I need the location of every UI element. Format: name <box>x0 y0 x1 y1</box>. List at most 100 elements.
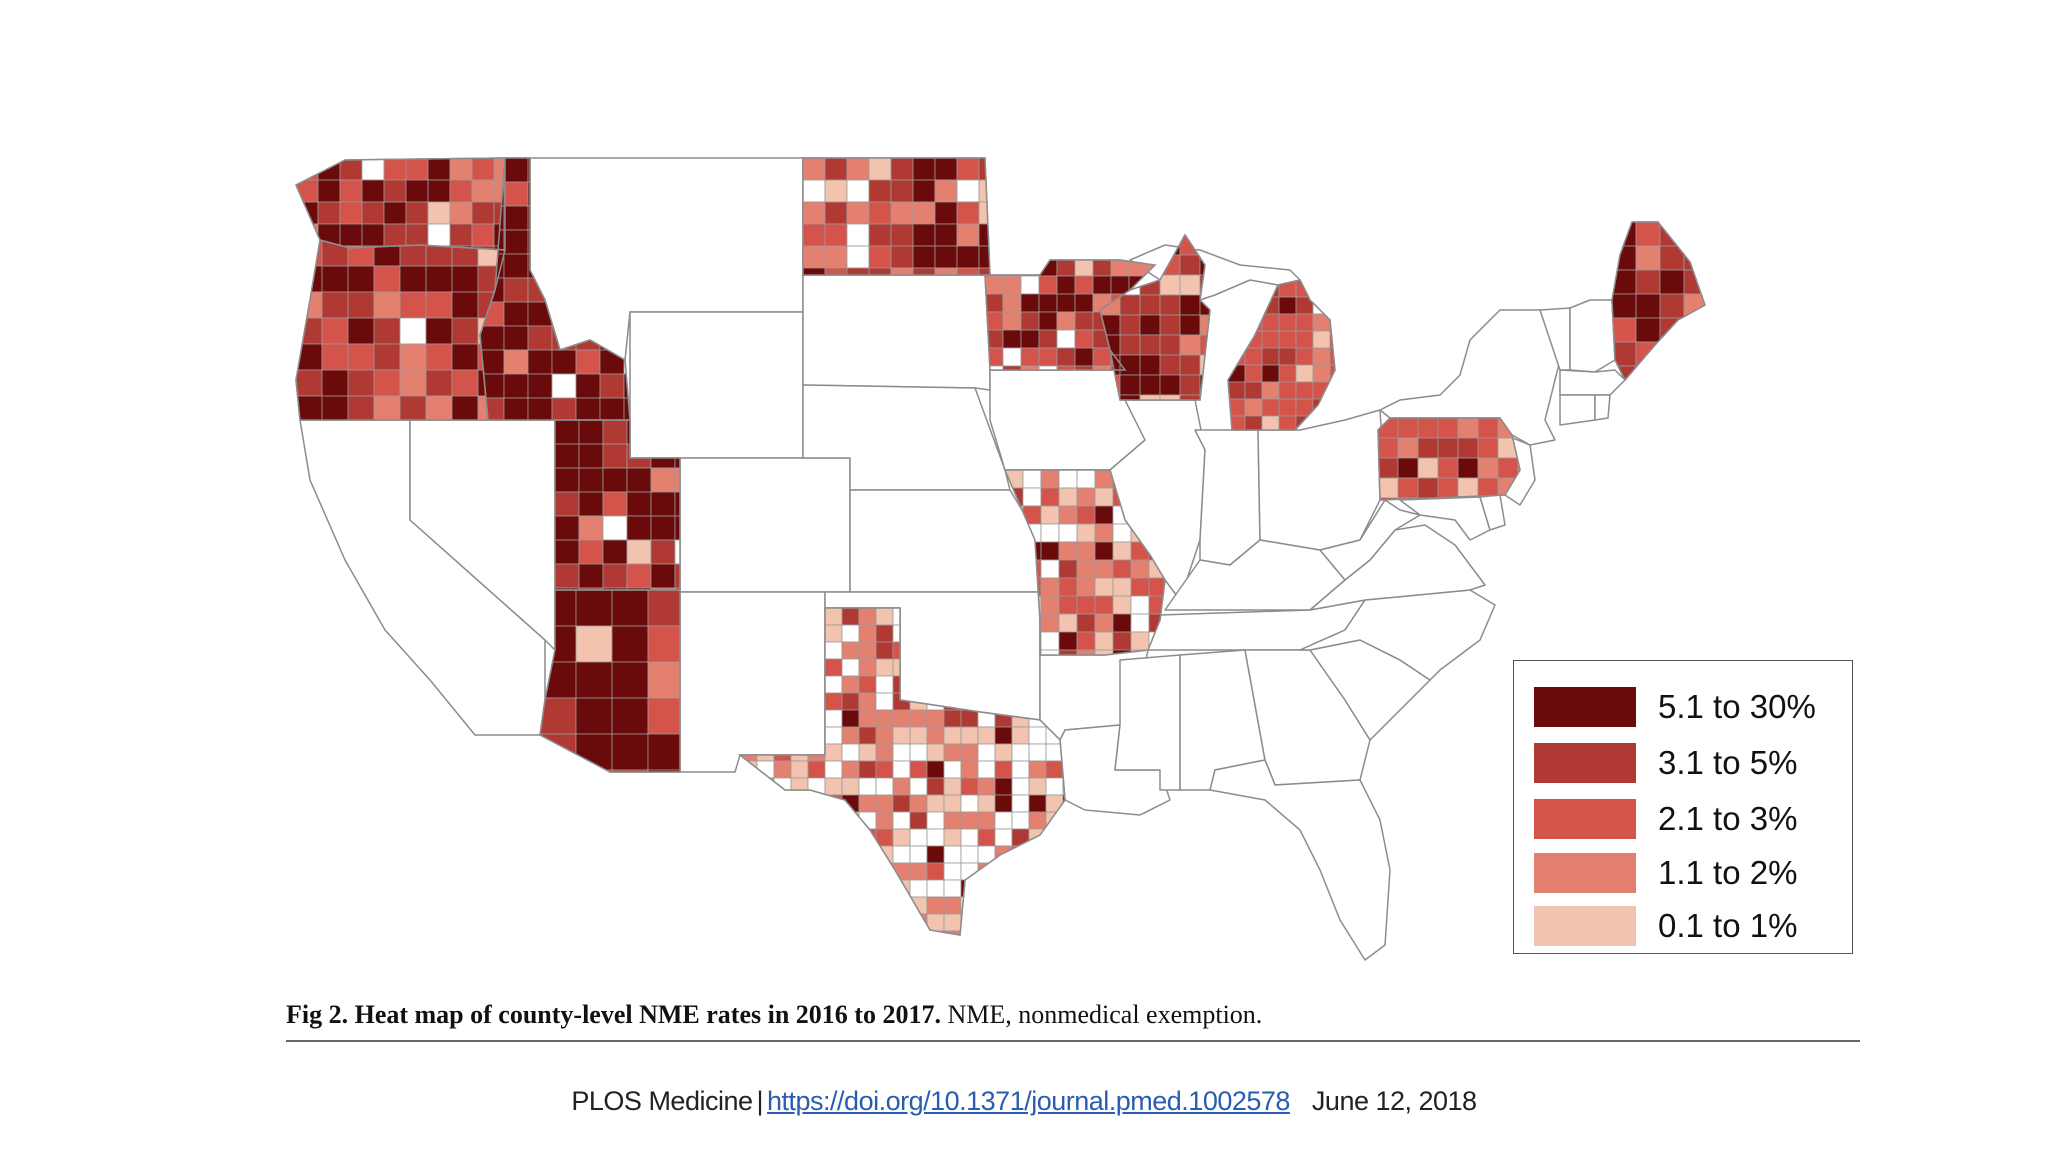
county-cell <box>1045 862 1064 881</box>
county-cell <box>1683 317 1705 343</box>
county-cell <box>1278 364 1297 383</box>
county-cell <box>858 760 877 779</box>
county-cell <box>296 265 323 293</box>
county-cell <box>1062 930 1065 935</box>
county-cell <box>1040 559 1060 579</box>
county-cell <box>1635 293 1661 319</box>
county-cell <box>1244 280 1263 298</box>
county-cell <box>909 930 928 935</box>
county-cell <box>892 913 911 932</box>
county-cell <box>926 811 945 830</box>
county-cell <box>875 794 894 813</box>
county-cell <box>1278 313 1297 332</box>
county-cell <box>1062 896 1065 915</box>
county-cell <box>858 726 877 745</box>
county-cell <box>599 397 625 420</box>
county-cell <box>926 879 945 898</box>
county-cell <box>1002 329 1022 349</box>
county-cell <box>1148 595 1165 615</box>
legend-swatch <box>1534 687 1636 727</box>
county-cell <box>1477 457 1499 479</box>
county-cell <box>1045 930 1064 935</box>
county-cell <box>1139 314 1161 336</box>
county-cell <box>978 201 990 225</box>
county-cell <box>1635 365 1661 380</box>
county-cell <box>943 913 962 932</box>
county-cell <box>575 349 601 375</box>
county-cell <box>647 769 680 772</box>
county-cell <box>1635 245 1661 271</box>
county-cell <box>1228 296 1246 315</box>
county-cell <box>960 726 979 745</box>
county-cell <box>858 675 877 694</box>
county-cell <box>790 845 809 864</box>
county-cell <box>926 709 945 728</box>
county-cell <box>824 223 848 247</box>
county-cell <box>1076 559 1096 579</box>
county-cell <box>1437 477 1459 499</box>
county-cell <box>790 930 809 935</box>
county-cell <box>858 896 877 915</box>
county-cell <box>1045 879 1064 898</box>
county-cell <box>956 267 980 275</box>
county-cell <box>1056 365 1076 370</box>
county-cell <box>773 862 792 881</box>
county-cell <box>339 179 363 203</box>
county-cell <box>1062 845 1065 864</box>
county-cell <box>471 179 495 203</box>
county-cell <box>575 625 613 663</box>
county-cell <box>943 726 962 745</box>
county-cell <box>858 658 877 677</box>
county-cell <box>1378 477 1399 499</box>
county-cell <box>977 896 996 915</box>
county-cell <box>578 491 604 517</box>
county-cell <box>1457 477 1479 499</box>
county-cell <box>296 158 319 181</box>
county-cell <box>339 201 363 225</box>
county-cell <box>611 590 649 627</box>
county-cell <box>773 896 792 915</box>
state-RI <box>1594 394 1611 421</box>
county-cell <box>807 828 826 847</box>
county-cell <box>790 811 809 830</box>
state-NH <box>1569 299 1616 373</box>
doi-link[interactable]: https://doi.org/10.1371/journal.pmed.100… <box>767 1086 1290 1116</box>
county-cell <box>1119 235 1141 256</box>
county-cell <box>1329 347 1335 366</box>
county-cell <box>858 879 877 898</box>
county-cell <box>471 223 495 247</box>
state-outline-me <box>1611 221 1706 382</box>
county-cell <box>841 675 860 694</box>
county-cell <box>1417 457 1439 479</box>
county-cell <box>956 245 980 269</box>
county-cell <box>1094 595 1114 615</box>
county-cell <box>1092 275 1112 295</box>
county-cell <box>824 726 843 745</box>
county-cell <box>373 395 401 420</box>
county-cell <box>943 743 962 762</box>
county-cell <box>1159 334 1181 356</box>
county-cell <box>807 930 826 935</box>
county-cell <box>449 179 473 203</box>
county-cell <box>892 896 911 915</box>
county-cell <box>846 245 870 269</box>
county-cell <box>1020 311 1040 331</box>
county-cell <box>451 369 479 397</box>
county-cell <box>875 658 894 677</box>
county-cell <box>756 845 775 864</box>
county-cell <box>1074 293 1094 313</box>
county-cell <box>790 862 809 881</box>
county-cell <box>383 179 407 203</box>
county-cell <box>977 811 996 830</box>
county-cell <box>1076 613 1096 633</box>
county-cell <box>756 777 775 796</box>
county-cell <box>868 267 892 275</box>
county-cell <box>347 343 375 371</box>
county-cell <box>1076 470 1096 489</box>
county-cell <box>1199 334 1210 356</box>
county-cell <box>296 201 319 225</box>
state-outline-nd <box>802 157 991 276</box>
county-cell <box>803 245 826 269</box>
state-CT <box>1559 394 1596 426</box>
county-cell <box>1040 649 1060 655</box>
